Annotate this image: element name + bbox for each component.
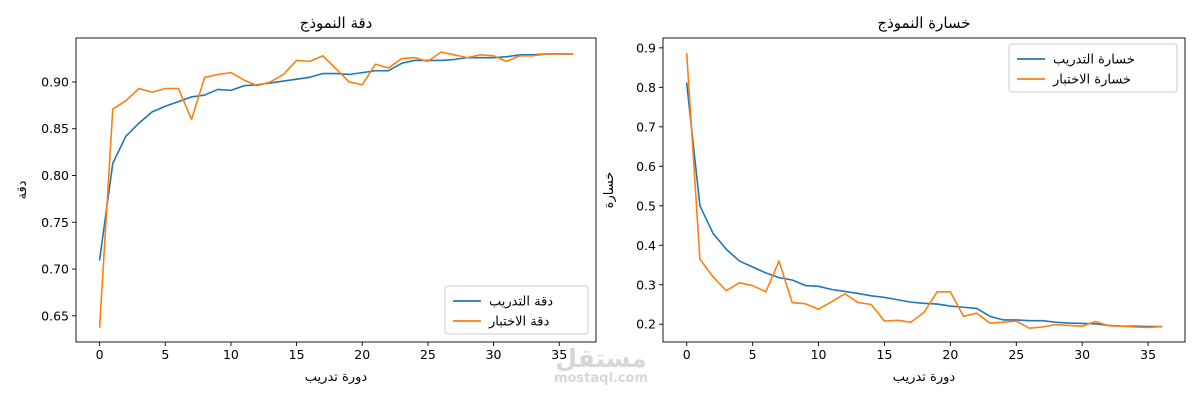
axes-frame [75,37,597,343]
y-tick-label: 0.65 [41,308,69,323]
y-axis-label: خسارة [602,172,617,209]
series-line-2 [685,52,1163,329]
y-tick-label: 0.9 [636,40,656,55]
x-tick-label: 25 [1008,347,1024,362]
y-tick-label: 0.2 [636,317,656,332]
y-tick-label: 0.4 [636,238,656,253]
x-tick-label: 20 [354,347,370,362]
series-line-2 [98,51,574,328]
axes-frame [662,37,1186,343]
x-tick-label: 10 [223,347,239,362]
chart-2: 0 5 10 15 20 25 30 35 0.2 0.3 0.4 0.5 0.6 0.7 0.8 0.9 خس… [602,14,1186,385]
legend: خسارة التدريب خسارة الاختبار [1008,43,1178,93]
y-tick-label: 0.7 [636,119,656,134]
x-axis-label: دورة تدريب [305,370,368,385]
series-line-1 [98,53,574,261]
x-tick-label: 15 [877,347,893,362]
legend: دقة التدريب دقة الاختبار [444,285,589,335]
y-tick-label: 0.80 [41,168,69,183]
chart-title: دقة النموذج [300,14,373,33]
x-tick-label: 35 [551,347,567,362]
x-tick-label: 0 [96,347,104,362]
legend-label: دقة الاختبار [488,315,549,330]
chart-1: 0 5 10 15 20 25 30 35 0.65 0.70 0.75 0.80 0.85 0.90 دق… [15,14,597,385]
series-line-1 [685,82,1163,328]
y-tick-label: 0.90 [41,74,69,89]
x-tick-label: 5 [161,347,169,362]
y-tick-label: 0.8 [636,80,656,95]
y-tick-label: 0.3 [636,277,656,292]
x-tick-label: 35 [1140,347,1156,362]
x-tick-label: 5 [749,347,757,362]
y-tick-label: 0.85 [41,121,69,136]
x-tick-label: 10 [811,347,827,362]
legend-box [1008,43,1178,93]
y-axis-label: دقة [15,180,30,199]
y-tick-label: 0.6 [636,159,656,174]
y-tick-label: 0.75 [41,215,69,230]
x-tick-label: 30 [486,347,502,362]
x-axis-label: دورة تدريب [893,370,956,385]
x-tick-label: 30 [1074,347,1090,362]
legend-box [444,285,589,335]
y-tick-label: 0.5 [636,198,656,213]
legend-label: خسارة التدريب [1053,53,1135,68]
x-tick-label: 15 [289,347,305,362]
x-tick-label: 25 [420,347,436,362]
chart-title: خسارة النموذج [877,14,970,33]
legend-label: خسارة الاختبار [1052,73,1131,88]
legend-label: دقة التدريب [489,295,553,310]
x-tick-label: 0 [683,347,691,362]
y-tick-label: 0.70 [41,262,69,277]
x-tick-label: 20 [942,347,958,362]
